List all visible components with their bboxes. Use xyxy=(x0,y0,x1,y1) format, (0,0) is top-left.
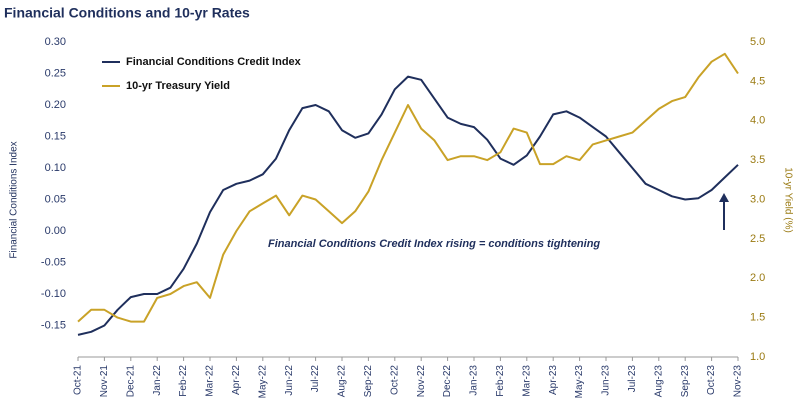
x-tick-label: Oct-22 xyxy=(389,365,400,395)
x-tick-label: Oct-23 xyxy=(706,365,717,395)
y2-tick-label: 3.0 xyxy=(750,193,765,205)
y-tick-label: 0.20 xyxy=(45,99,66,111)
x-tick-label: Sep-23 xyxy=(680,365,691,398)
x-tick-label: Jun-22 xyxy=(284,365,295,396)
arrow-head xyxy=(719,193,729,202)
x-tick-label: Nov-22 xyxy=(416,365,427,398)
legend-label: Financial Conditions Credit Index xyxy=(126,56,302,68)
y-tick-label: 0.10 xyxy=(45,162,66,174)
y-tick-label: 0.00 xyxy=(45,225,66,237)
y-axis-label: Financial Conditions Index xyxy=(9,141,20,258)
x-tick-label: Mar-22 xyxy=(205,365,216,397)
y2-tick-label: 3.5 xyxy=(750,154,765,166)
y2-tick-label: 4.5 xyxy=(750,75,765,87)
y-tick-label: 0.15 xyxy=(45,130,66,142)
y2-tick-label: 2.0 xyxy=(750,272,765,284)
y2-tick-label: 4.0 xyxy=(750,115,765,127)
y2-tick-label: 1.5 xyxy=(750,312,765,324)
y-tick-label: 0.05 xyxy=(45,193,66,205)
x-tick-label: Nov-21 xyxy=(99,365,110,398)
x-tick-label: Feb-22 xyxy=(178,365,189,397)
x-tick-label: Nov-23 xyxy=(733,365,744,398)
legend-label: 10-yr Treasury Yield xyxy=(126,80,230,92)
x-tick-label: Aug-23 xyxy=(653,365,664,398)
x-tick-label: Oct-21 xyxy=(73,365,84,395)
x-tick-label: Jan-22 xyxy=(152,365,163,396)
x-tick-label: Mar-23 xyxy=(521,365,532,397)
annotation: Financial Conditions Credit Index rising… xyxy=(268,238,600,250)
x-tick-label: Dec-21 xyxy=(125,365,136,398)
chart-title: Financial Conditions and 10-yr Rates xyxy=(4,5,250,21)
y-tick-label: 0.30 xyxy=(45,36,66,48)
y-tick-label: -0.05 xyxy=(41,256,66,268)
y-tick-label: 0.25 xyxy=(45,67,66,79)
x-tick-label: Jul-22 xyxy=(310,365,321,393)
x-tick-label: Apr-23 xyxy=(548,365,559,395)
series-line xyxy=(77,75,739,336)
x-tick-label: Aug-22 xyxy=(337,365,348,398)
y-tick-label: -0.15 xyxy=(41,319,66,331)
x-tick-label: May-23 xyxy=(574,365,585,399)
y2-axis-label: 10-yr Yield (%) xyxy=(782,167,793,233)
x-tick-label: Jul-23 xyxy=(627,365,638,393)
x-tick-label: Apr-22 xyxy=(231,365,242,395)
y2-tick-label: 1.0 xyxy=(750,351,765,363)
x-tick-label: Jun-23 xyxy=(601,365,612,396)
y-tick-label: -0.10 xyxy=(41,288,66,300)
x-tick-label: May-22 xyxy=(257,365,268,399)
y2-tick-label: 2.5 xyxy=(750,233,765,245)
series-line xyxy=(77,52,739,323)
x-tick-label: Sep-22 xyxy=(363,365,374,398)
x-tick-label: Feb-23 xyxy=(495,365,506,397)
x-tick-label: Dec-22 xyxy=(442,365,453,398)
y2-tick-label: 5.0 xyxy=(750,36,765,48)
x-tick-label: Jan-23 xyxy=(469,365,480,396)
